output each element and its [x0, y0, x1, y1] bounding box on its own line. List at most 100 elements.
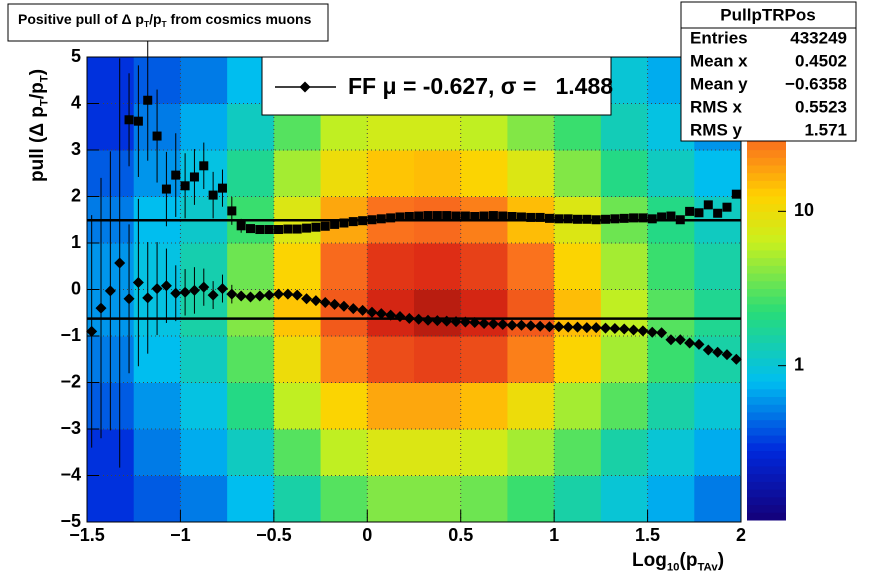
colorbar-cell	[747, 381, 786, 390]
heat-cell	[273, 336, 322, 383]
heat-cell	[694, 429, 741, 476]
marker	[132, 277, 144, 289]
heat-cell	[600, 429, 649, 476]
marker	[143, 95, 153, 105]
marker	[198, 281, 210, 293]
marker	[451, 211, 461, 221]
heat-cell	[180, 475, 228, 522]
marker	[357, 304, 369, 316]
x-tick-label: −0.5	[256, 525, 292, 545]
marker	[161, 184, 171, 194]
colorbar-cell	[747, 157, 786, 166]
text-part: T	[39, 75, 51, 82]
marker	[544, 213, 554, 223]
colorbar-cell	[747, 188, 786, 197]
marker	[553, 321, 565, 333]
text-part: /p	[149, 11, 161, 27]
marker	[562, 321, 574, 333]
heat-cell	[133, 336, 181, 383]
colorbar-cell	[747, 489, 786, 498]
y-tick-label: 3	[71, 139, 81, 159]
marker	[572, 321, 583, 333]
text-part: Log	[632, 550, 667, 571]
marker	[385, 309, 397, 321]
heat-cell	[133, 382, 181, 430]
marker	[685, 206, 695, 216]
marker	[432, 211, 442, 221]
colorbar-cell	[747, 419, 786, 428]
colorbar-cell	[747, 373, 786, 382]
colorbar-cell	[747, 458, 786, 467]
marker	[124, 115, 134, 125]
marker	[217, 183, 227, 193]
marker	[442, 211, 452, 221]
heat-cell	[414, 429, 462, 476]
marker	[302, 223, 312, 233]
marker	[413, 313, 425, 325]
heat-cell	[87, 103, 135, 151]
marker	[291, 289, 303, 301]
marker	[188, 284, 200, 296]
marker	[525, 320, 537, 332]
marker	[104, 285, 116, 297]
marker	[713, 208, 723, 218]
marker	[160, 280, 172, 292]
y-tick-label: −1	[60, 325, 81, 345]
colorbar-cell	[747, 465, 786, 475]
marker	[656, 327, 668, 339]
chart-title: Positive pull of Δ pT/pT from cosmics mu…	[18, 11, 312, 29]
colorbar-cell	[747, 288, 786, 297]
colorbar-cell	[747, 296, 786, 305]
text-part: /p	[27, 82, 48, 99]
stats-box	[680, 1, 857, 142]
heat-cell	[507, 382, 555, 430]
marker	[601, 214, 611, 224]
colorbar-cell	[747, 365, 786, 374]
marker	[339, 218, 349, 228]
text-part: T	[162, 19, 168, 29]
heat-cell	[414, 336, 462, 383]
heat-cell	[694, 243, 741, 290]
marker	[95, 302, 107, 314]
marker	[180, 181, 190, 191]
colorbar-cell	[747, 195, 786, 205]
legend-box	[261, 56, 612, 116]
x-tick-label: 1	[549, 525, 559, 545]
marker	[330, 219, 340, 229]
heat-cell	[87, 475, 135, 522]
heat-cell	[600, 150, 649, 197]
colorbar-cell	[747, 219, 786, 228]
heat-cell	[507, 150, 555, 197]
marker	[301, 293, 313, 305]
x-tick-label: 1.5	[635, 525, 660, 545]
heat-cell	[227, 336, 275, 383]
colorbar-cell	[747, 249, 786, 259]
colorbar-cell	[747, 473, 786, 482]
marker	[255, 225, 265, 235]
marker	[310, 295, 322, 307]
colorbar-cell	[747, 342, 786, 351]
heat-cell	[694, 475, 741, 522]
colorbar-cell	[747, 234, 786, 243]
marker	[731, 189, 741, 199]
marker	[526, 212, 536, 222]
z-tick-label: 1	[794, 354, 804, 374]
heat-cell	[460, 150, 508, 197]
marker	[347, 303, 359, 315]
heat-cell	[460, 336, 508, 383]
marker	[152, 131, 162, 141]
marker	[638, 213, 648, 223]
colorbar-cell	[747, 481, 786, 490]
marker	[618, 323, 630, 335]
marker	[674, 334, 686, 346]
stats-label: Entries	[690, 28, 748, 47]
heat-cell	[273, 150, 322, 197]
colorbar-cell	[747, 257, 786, 266]
marker	[506, 319, 518, 331]
marker	[665, 334, 677, 346]
marker	[254, 290, 266, 302]
marker	[189, 172, 199, 182]
heat-cell	[180, 382, 228, 430]
heat-cell	[460, 382, 508, 430]
